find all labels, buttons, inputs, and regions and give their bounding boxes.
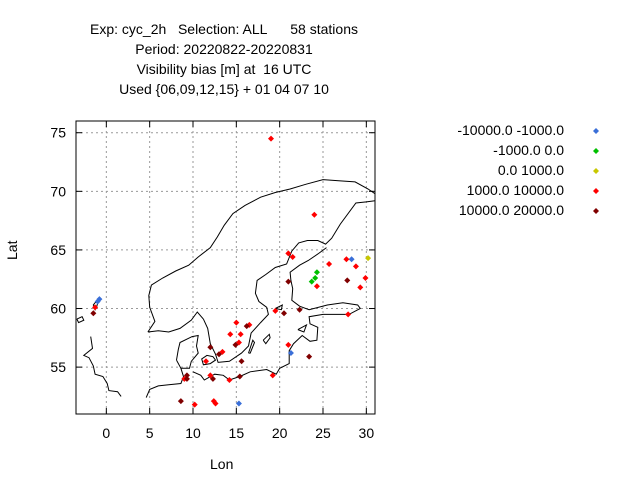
x-tick-label: 25 (315, 425, 331, 441)
legend-label-1: -10000.0 -1000.0 (457, 122, 564, 138)
station-marker-series-4 (357, 284, 364, 291)
station-marker-series-4 (352, 263, 359, 270)
station-marker-series-5 (238, 358, 245, 365)
station-marker-series-4 (203, 358, 209, 365)
legend-markers (593, 128, 599, 214)
station-marker-series-4 (212, 400, 219, 407)
title-line-4: Used {06,09,12,15} + 01 04 07 10 (119, 81, 329, 97)
station-marker-series-4 (92, 304, 99, 311)
station-marker-series-5 (207, 344, 214, 351)
coastline (201, 354, 217, 366)
station-marker-series-4 (343, 256, 350, 263)
station-marker-series-5 (281, 310, 287, 317)
coastline (176, 334, 199, 369)
title-line-2: Period: 20220822-20220831 (135, 41, 313, 57)
station-marker-series-4 (285, 341, 292, 348)
coastline (275, 304, 283, 311)
station-marker-series-5 (232, 341, 239, 348)
y-tick-label: 70 (50, 183, 66, 199)
coastline (248, 339, 256, 354)
station-marker-series-4 (272, 307, 279, 314)
coastline (147, 311, 204, 333)
x-tick-label: 30 (359, 425, 375, 441)
x-tick-label: 5 (146, 425, 154, 441)
y-tick-label: 75 (50, 125, 66, 141)
coastline (202, 200, 375, 363)
station-marker-series-5 (296, 306, 303, 313)
legend-marker-2 (593, 148, 599, 154)
station-marker-series-5 (344, 277, 351, 284)
y-tick-label: 65 (50, 242, 66, 258)
station-marker-series-4 (345, 311, 352, 318)
station-marker-series-1 (287, 350, 294, 357)
station-marker-series-5 (285, 278, 292, 285)
station-marker-series-4 (233, 319, 240, 326)
y-axis-label: Lat (4, 240, 20, 260)
station-marker-series-4 (326, 260, 333, 267)
axis-ticks: 0 5 10 15 20 25 30 55 60 65 70 75 (50, 121, 375, 441)
legend-marker-5 (593, 208, 599, 214)
station-marker-series-1 (94, 298, 101, 305)
station-marker-series-5 (216, 351, 222, 358)
x-tick-label: 20 (272, 425, 288, 441)
y-tick-label: 55 (50, 359, 66, 375)
coastline (262, 333, 271, 345)
station-marker-series-2 (312, 275, 319, 282)
station-marker-series-5 (209, 375, 216, 382)
legend-marker-1 (593, 128, 599, 134)
title-line-3: Visibility bias [m] at 16 UTC (136, 61, 312, 77)
station-marker-series-5 (306, 353, 313, 360)
plot-frame (75, 120, 376, 415)
legend-label-2: -1000.0 0.0 (493, 142, 564, 158)
x-axis-label: Lon (210, 456, 234, 472)
station-marker-series-5 (90, 310, 97, 317)
station-marker-series-4 (207, 372, 214, 379)
coastline (145, 368, 185, 398)
station-marker-series-1 (348, 256, 355, 263)
x-tick-label: 15 (229, 425, 245, 441)
station-marker-series-2 (313, 269, 320, 276)
station-marker-series-5 (236, 373, 243, 380)
legend-label-5: 10000.0 20000.0 (458, 202, 564, 218)
coastline (82, 336, 122, 397)
station-marker-series-4 (362, 275, 369, 282)
legend-label-3: 0.0 1000.0 (497, 162, 564, 178)
station-marker-series-3 (365, 255, 372, 262)
legend-label-4: 1000.0 10000.0 (466, 182, 564, 198)
legend-marker-3 (593, 168, 599, 174)
station-marker-series-5 (183, 375, 190, 382)
station-marker-series-4 (269, 372, 276, 379)
station-marker-series-5 (183, 372, 190, 379)
grid (76, 121, 375, 414)
station-marker-series-4 (191, 401, 198, 408)
x-tick-label: 10 (185, 425, 201, 441)
station-marker-series-4 (313, 283, 320, 290)
station-marker-series-4 (289, 253, 296, 260)
x-tick-label: 0 (102, 425, 110, 441)
station-marker-series-2 (308, 278, 315, 285)
coastline (297, 323, 308, 333)
station-marker-series-1 (235, 400, 242, 407)
station-marker-series-4 (311, 211, 318, 218)
coastline-map (76, 179, 375, 398)
station-marker-series-5 (177, 398, 184, 405)
station-marker-series-4 (285, 250, 292, 257)
station-marker-series-4 (268, 135, 274, 142)
station-marker-series-4 (226, 377, 233, 384)
coastline (76, 316, 85, 324)
station-marker-series-5 (243, 323, 250, 330)
station-markers (90, 135, 372, 408)
station-marker-series-4 (227, 331, 234, 338)
title-line-1: Exp: cyc_2h Selection: ALL 58 stations (90, 21, 358, 37)
station-marker-series-4 (237, 331, 244, 338)
legend-marker-4 (593, 188, 599, 194)
coastline (147, 179, 375, 333)
y-tick-label: 60 (50, 301, 66, 317)
